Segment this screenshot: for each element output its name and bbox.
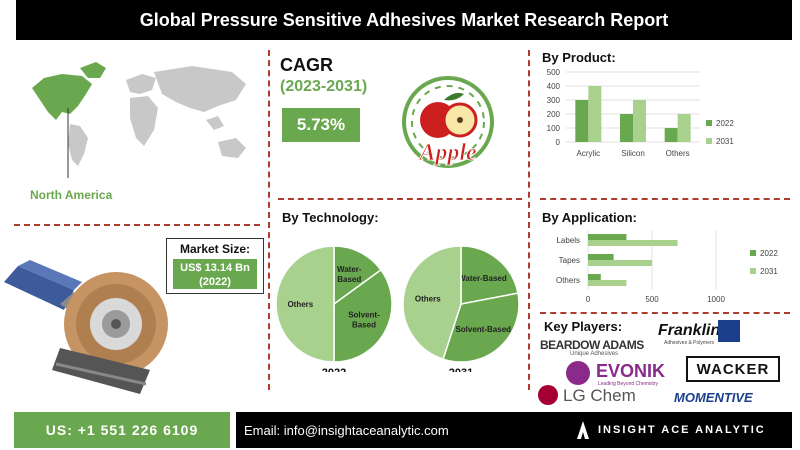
x-tick-label: 1000 xyxy=(707,295,725,304)
by-product-title: By Product: xyxy=(542,50,616,65)
pie-slice-label: Others xyxy=(415,295,441,304)
application-bar-chart: 0 500 1000 Labels Tapes Others 2022 2031 xyxy=(556,230,778,304)
legend-label-2031: 2031 xyxy=(716,137,734,146)
divider-horizontal-left xyxy=(14,224,260,226)
bar-others-2022 xyxy=(588,274,601,280)
tape-dispenser-image xyxy=(4,260,168,394)
apple-logo: Apple xyxy=(402,76,494,168)
bar-others-2031 xyxy=(588,280,627,286)
pie-slice-label: Water- xyxy=(337,265,362,274)
pie-year-label: 2022 xyxy=(322,367,346,372)
pie-slice-others xyxy=(275,245,335,363)
y-tick-label: Others xyxy=(556,276,580,285)
bar-silicon-2031 xyxy=(633,100,646,142)
lg-mark-icon xyxy=(538,385,558,405)
y-tick-label: 400 xyxy=(547,82,561,91)
market-size-value: US$ 13.14 Bn (2022) xyxy=(173,259,257,289)
divider-horizontal-middle xyxy=(278,198,522,200)
bar-others-2031 xyxy=(677,114,691,142)
bar-silicon-2022 xyxy=(620,114,633,142)
by-technology-title: By Technology: xyxy=(282,210,379,225)
logo-franklin-sub: Adhesives & Polymers xyxy=(664,340,715,346)
logo-beardow-adams-sub: Unique Adhesives xyxy=(570,351,619,357)
insight-ace-logo-icon xyxy=(577,421,589,439)
bar-tapes-2022 xyxy=(588,254,614,260)
market-size-label: Market Size: xyxy=(179,242,251,256)
legend-swatch-2031 xyxy=(706,138,712,144)
y-tick-label: 0 xyxy=(556,138,561,147)
y-tick-label: 200 xyxy=(547,110,561,119)
logo-wacker: WACKER xyxy=(686,356,780,382)
x-tick-label: 0 xyxy=(586,295,591,304)
world-map xyxy=(32,62,246,178)
divider-vertical-1 xyxy=(268,50,270,390)
legend-swatch-2031 xyxy=(750,268,756,274)
pie-slice-label: Based xyxy=(337,275,361,284)
legend-label-2031: 2031 xyxy=(760,267,778,276)
x-tick-label: Acrylic xyxy=(577,149,601,158)
pie-year-label: 2031 xyxy=(449,367,473,372)
x-tick-label: 500 xyxy=(645,295,659,304)
evonik-mark-icon xyxy=(566,361,590,385)
pie-slice-label: Water-Based xyxy=(458,274,507,283)
x-tick-label: Others xyxy=(666,149,690,158)
footer-email: Email: info@insightaceanalytic.com xyxy=(244,422,449,438)
bar-labels-2031 xyxy=(588,240,678,246)
pie-slice-solvent-based xyxy=(333,268,393,363)
y-tick-label: 100 xyxy=(547,124,561,133)
pie-slice-label: Solvent-Based xyxy=(455,325,511,334)
y-tick-label: 500 xyxy=(547,68,561,77)
logo-evonik-sub: Leading Beyond Chemistry xyxy=(598,381,659,387)
product-bar-chart: 0 100 200 300 400 500 Acrylic Silicon Others 2022… xyxy=(547,68,735,158)
market-size-value-line2: (2022) xyxy=(199,276,231,288)
technology-pie-2031: Water-Based Solvent-Based Others 2031 xyxy=(402,245,520,372)
bar-acrylic-2031 xyxy=(588,86,602,142)
bar-acrylic-2022 xyxy=(575,100,589,142)
legend-label-2022: 2022 xyxy=(716,119,734,128)
legend-label-2022: 2022 xyxy=(760,249,778,258)
pie-slice-label: Based xyxy=(352,320,376,329)
north-america-shape xyxy=(32,74,92,120)
footer-phone: US: +1 551 226 6109 xyxy=(14,412,230,448)
y-tick-label: Labels xyxy=(556,236,580,245)
market-size-box: Market Size: US$ 13.14 Bn (2022) xyxy=(166,238,264,294)
divider-horizontal-right-2 xyxy=(540,312,790,314)
pie-slice-others xyxy=(402,245,462,361)
cagr-period: (2023-2031) xyxy=(280,78,368,95)
pie-slice-water-based xyxy=(460,245,519,305)
logo-momentive: MOMENTIVE xyxy=(674,390,753,405)
apple-logo-text: Apple xyxy=(417,140,477,166)
pie-slice-label: Solvent- xyxy=(348,310,380,319)
divider-horizontal-right-1 xyxy=(540,198,790,200)
legend-swatch-2022 xyxy=(706,120,712,126)
divider-vertical-2 xyxy=(528,50,530,390)
bar-tapes-2031 xyxy=(588,260,652,266)
logo-lg-chem: LG Chem xyxy=(563,386,636,405)
region-label: North America xyxy=(30,188,113,202)
logo-beardow-adams: BEARDOW ADAMS xyxy=(540,338,644,352)
bar-others-2022 xyxy=(664,128,678,142)
logo-evonik: EVONIK xyxy=(596,361,666,381)
footer-brand: INSIGHT ACE ANALYTIC xyxy=(598,424,766,436)
logo-franklin: Franklin xyxy=(658,322,721,339)
key-players-title: Key Players: xyxy=(544,319,623,334)
by-application-title: By Application: xyxy=(542,210,637,225)
market-size-value-line1: US$ 13.14 Bn xyxy=(180,262,250,274)
cagr-heading: CAGR xyxy=(280,55,333,75)
y-tick-label: Tapes xyxy=(559,256,580,265)
cagr-value: 5.73% xyxy=(282,108,360,142)
pie-slice-label: Others xyxy=(287,300,313,309)
franklin-mark-icon xyxy=(718,320,740,342)
pie-slice-solvent-based xyxy=(442,292,520,363)
x-tick-label: Silicon xyxy=(621,149,645,158)
legend-swatch-2022 xyxy=(750,250,756,256)
bar-labels-2022 xyxy=(588,234,627,240)
report-title: Global Pressure Sensitive Adhesives Mark… xyxy=(16,0,792,40)
pie-slice-water-based xyxy=(333,245,382,306)
y-tick-label: 300 xyxy=(547,96,561,105)
footer-bar: Email: info@insightaceanalytic.com INSIG… xyxy=(236,412,792,448)
